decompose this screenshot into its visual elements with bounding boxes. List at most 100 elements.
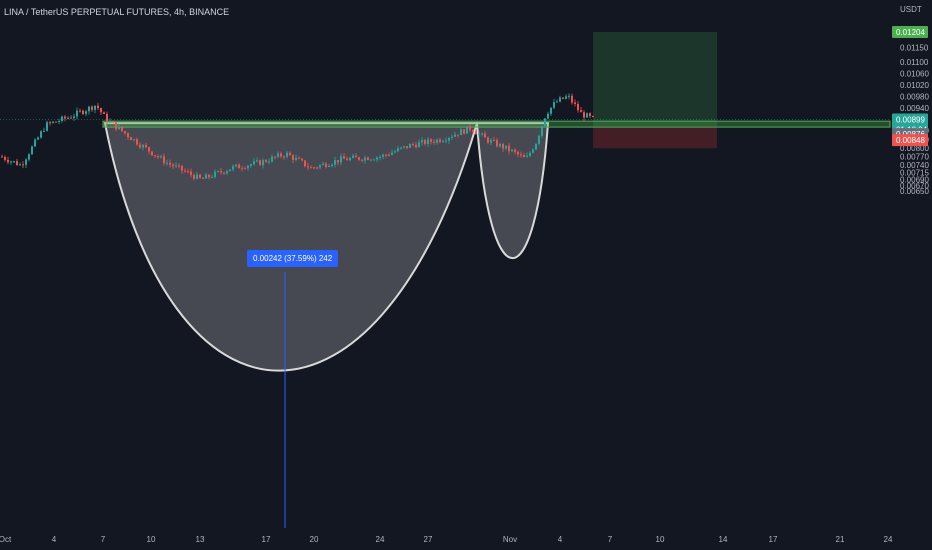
candle-body xyxy=(334,160,336,165)
candle-body xyxy=(562,97,564,99)
candle-body xyxy=(508,145,510,152)
current-price-text: 0.00899 xyxy=(896,116,925,125)
stop-price-tag xyxy=(892,134,928,147)
candle-body xyxy=(112,121,114,123)
candle-body xyxy=(373,159,375,161)
candle-body xyxy=(400,147,402,149)
candle-body xyxy=(214,171,216,177)
candle-body xyxy=(340,156,342,163)
candle-body xyxy=(439,139,441,143)
candle-body xyxy=(547,113,549,119)
candle-body xyxy=(442,141,444,143)
time-tick-label: 27 xyxy=(424,535,433,544)
candle-body xyxy=(127,133,129,138)
candle-body xyxy=(28,154,30,160)
target-zone[interactable] xyxy=(593,32,717,127)
candle-body xyxy=(469,126,471,130)
candle-body xyxy=(13,161,15,163)
price-tick-label: 0.00770 xyxy=(900,153,929,162)
stop-zone[interactable] xyxy=(593,126,717,149)
candle-body xyxy=(10,161,12,163)
price-axis[interactable]: 0.01150 0.01100 0.01060 0.01020 0.00980 0.009… xyxy=(900,43,929,196)
measure-label[interactable]: 0.00242 (37.59%) 242 xyxy=(247,250,339,267)
candle-body xyxy=(268,161,270,163)
candle-body xyxy=(58,121,60,123)
candle-body xyxy=(232,166,234,170)
candle-body xyxy=(37,137,39,140)
target-price-tag xyxy=(892,26,928,38)
candle-body xyxy=(586,113,588,118)
candle-body xyxy=(271,156,273,162)
candle-body xyxy=(472,129,474,132)
candle-body xyxy=(1,156,3,158)
candle-body xyxy=(352,155,354,158)
candle-body xyxy=(355,155,357,158)
candle-body xyxy=(67,117,69,119)
candle-body xyxy=(505,145,507,149)
candle-body xyxy=(436,139,438,143)
candle-body xyxy=(289,152,291,156)
candle-body xyxy=(16,161,18,166)
time-tick-label: 7 xyxy=(608,535,613,544)
candle-body xyxy=(79,110,81,112)
candle-body xyxy=(166,162,168,164)
time-tick-label: 21 xyxy=(836,535,845,544)
candle-body xyxy=(457,134,459,136)
candle-body xyxy=(526,155,528,158)
time-tick-label: 4 xyxy=(558,535,563,544)
candle-body xyxy=(310,167,312,169)
candle-body xyxy=(106,113,108,123)
candle-body xyxy=(577,103,579,111)
candle-body xyxy=(574,102,576,104)
time-tick-label: Oct xyxy=(0,535,12,544)
candle-body xyxy=(580,110,582,113)
candle-body xyxy=(391,152,393,156)
candle-body xyxy=(343,156,345,159)
price-tick-label: 0.01020 xyxy=(900,81,929,90)
candle-body xyxy=(466,126,468,134)
candle-body xyxy=(478,133,480,135)
candle-body xyxy=(412,144,414,146)
candle-body xyxy=(529,152,531,156)
cup-pattern[interactable] xyxy=(103,122,479,372)
candle-body xyxy=(379,156,381,158)
candle-body xyxy=(502,143,504,149)
time-tick-label: 24 xyxy=(884,535,893,544)
candle-body xyxy=(493,140,495,142)
price-tick-label: 0.01150 xyxy=(900,43,929,52)
candle-body xyxy=(514,149,516,152)
time-axis[interactable]: Oct 4 7 10 13 17 20 24 27 Nov 4 7 10 14 17 21 24 xyxy=(0,535,893,544)
candle-body xyxy=(163,156,165,164)
candle-body xyxy=(298,157,300,159)
candle-body xyxy=(157,155,159,158)
candle-body xyxy=(553,102,555,108)
candle-body xyxy=(487,137,489,143)
candle-body xyxy=(313,167,315,169)
candle-body xyxy=(238,164,240,169)
candle-body xyxy=(538,135,540,144)
stop-price-text: 0.00848 xyxy=(896,136,925,145)
candle-body xyxy=(433,141,435,143)
candle-body xyxy=(448,137,450,141)
candle-body xyxy=(292,155,294,160)
candle-body xyxy=(136,139,138,145)
candle-body xyxy=(307,166,309,168)
candle-body xyxy=(583,112,585,118)
candle-body xyxy=(481,133,483,135)
candle-body xyxy=(346,158,348,161)
candle-body xyxy=(169,162,171,165)
candle-body xyxy=(151,151,153,156)
candle-body xyxy=(244,168,246,170)
candle-body xyxy=(496,140,498,147)
candle-body xyxy=(31,146,33,155)
candle-body xyxy=(160,156,162,158)
candle-body xyxy=(445,140,447,142)
candle-body xyxy=(211,176,213,178)
resistance-band[interactable] xyxy=(102,120,891,128)
price-tick-label: 0.00670 xyxy=(900,181,929,190)
candle-body xyxy=(550,107,552,114)
candle-body xyxy=(4,157,6,160)
candle-body xyxy=(262,160,264,166)
